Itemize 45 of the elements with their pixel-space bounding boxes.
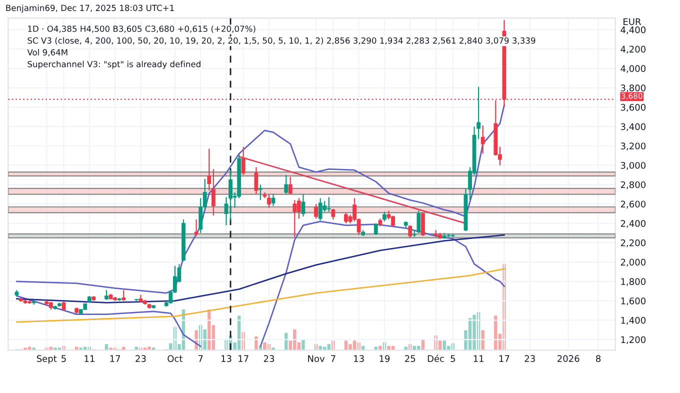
y-tick-label: 1,600 [621,298,646,306]
y-tick-label: 2,000 [620,258,646,267]
x-tick-label: 17 [499,355,510,362]
y-tick-label: 4,000 [620,65,646,73]
y-tick-label: 2,200 [620,239,646,248]
x-tick-label: 13 [222,355,232,362]
y-tick-label: 3,000 [620,162,646,170]
x-tick-label: 23 [264,355,274,362]
x-tick-label: Nov [308,355,325,362]
text: 1D · O4,385 H4,500 B3,605 C3,680 +0,615 (+20,07%) [28,25,256,33]
y-tick-label: 1,800 [621,278,646,286]
x-tick-label: 5 [62,355,66,362]
y-tick-label: 4,200 [620,46,646,54]
x-tick-label: 17 [110,355,120,362]
y-tick-label: 1,400 [621,316,646,325]
x-tick-label: 17 [238,355,248,362]
y-tick-label: 1,200 [621,336,646,344]
y-axis-title: EUR [624,18,642,26]
y-tick-label: 3,800 [620,84,646,92]
x-tick-label: 25 [405,355,416,362]
x-tick-label: 7 [198,355,203,362]
annotation: SC V3 (close, 4, 200, 100, 50, 20, 10, 19, 20, 2, 20, 1,5, 50, 5, 10, 1, 2) 2,856 3,290 1,934 2,283 2,561 2,840 3,079 3,339 [28,37,536,45]
x-tick-label: 23 [524,355,535,362]
y-tick-label: 3,600 [620,104,646,112]
x-tick-label: 8 [596,355,601,362]
x-tick-label: 11 [474,355,484,362]
y-tick-label: 2,800 [620,181,646,190]
annotation: Vol 9,64M [27,49,68,56]
x-tick-label: Sept [36,355,57,364]
x-tick-label: 19 [380,355,390,362]
y-tick-label: 4,400 [620,26,646,34]
y-tick-label: 3,400 [620,123,646,131]
x-tick-label: 23 [136,355,146,362]
x-tick-label: Oct [168,355,183,362]
y-tick-label: 2,400 [620,220,646,228]
x-tick-label: 2026 [558,355,580,362]
x-tick-label: 13 [354,355,364,362]
x-tick-label: 11 [84,355,94,362]
x-tick-label: Déc [428,354,444,362]
x-tick-label: 5 [450,355,455,362]
x-tick-label: 7 [331,355,336,362]
y-tick-label: 3,200 [620,142,646,150]
y-tick-label: 2,600 [620,200,646,208]
annotation: Superchannel V3: "spt" is already defined [28,60,200,69]
text: Benjamin69, Dec 17, 2025 18:03 UTC+1 [6,4,174,13]
